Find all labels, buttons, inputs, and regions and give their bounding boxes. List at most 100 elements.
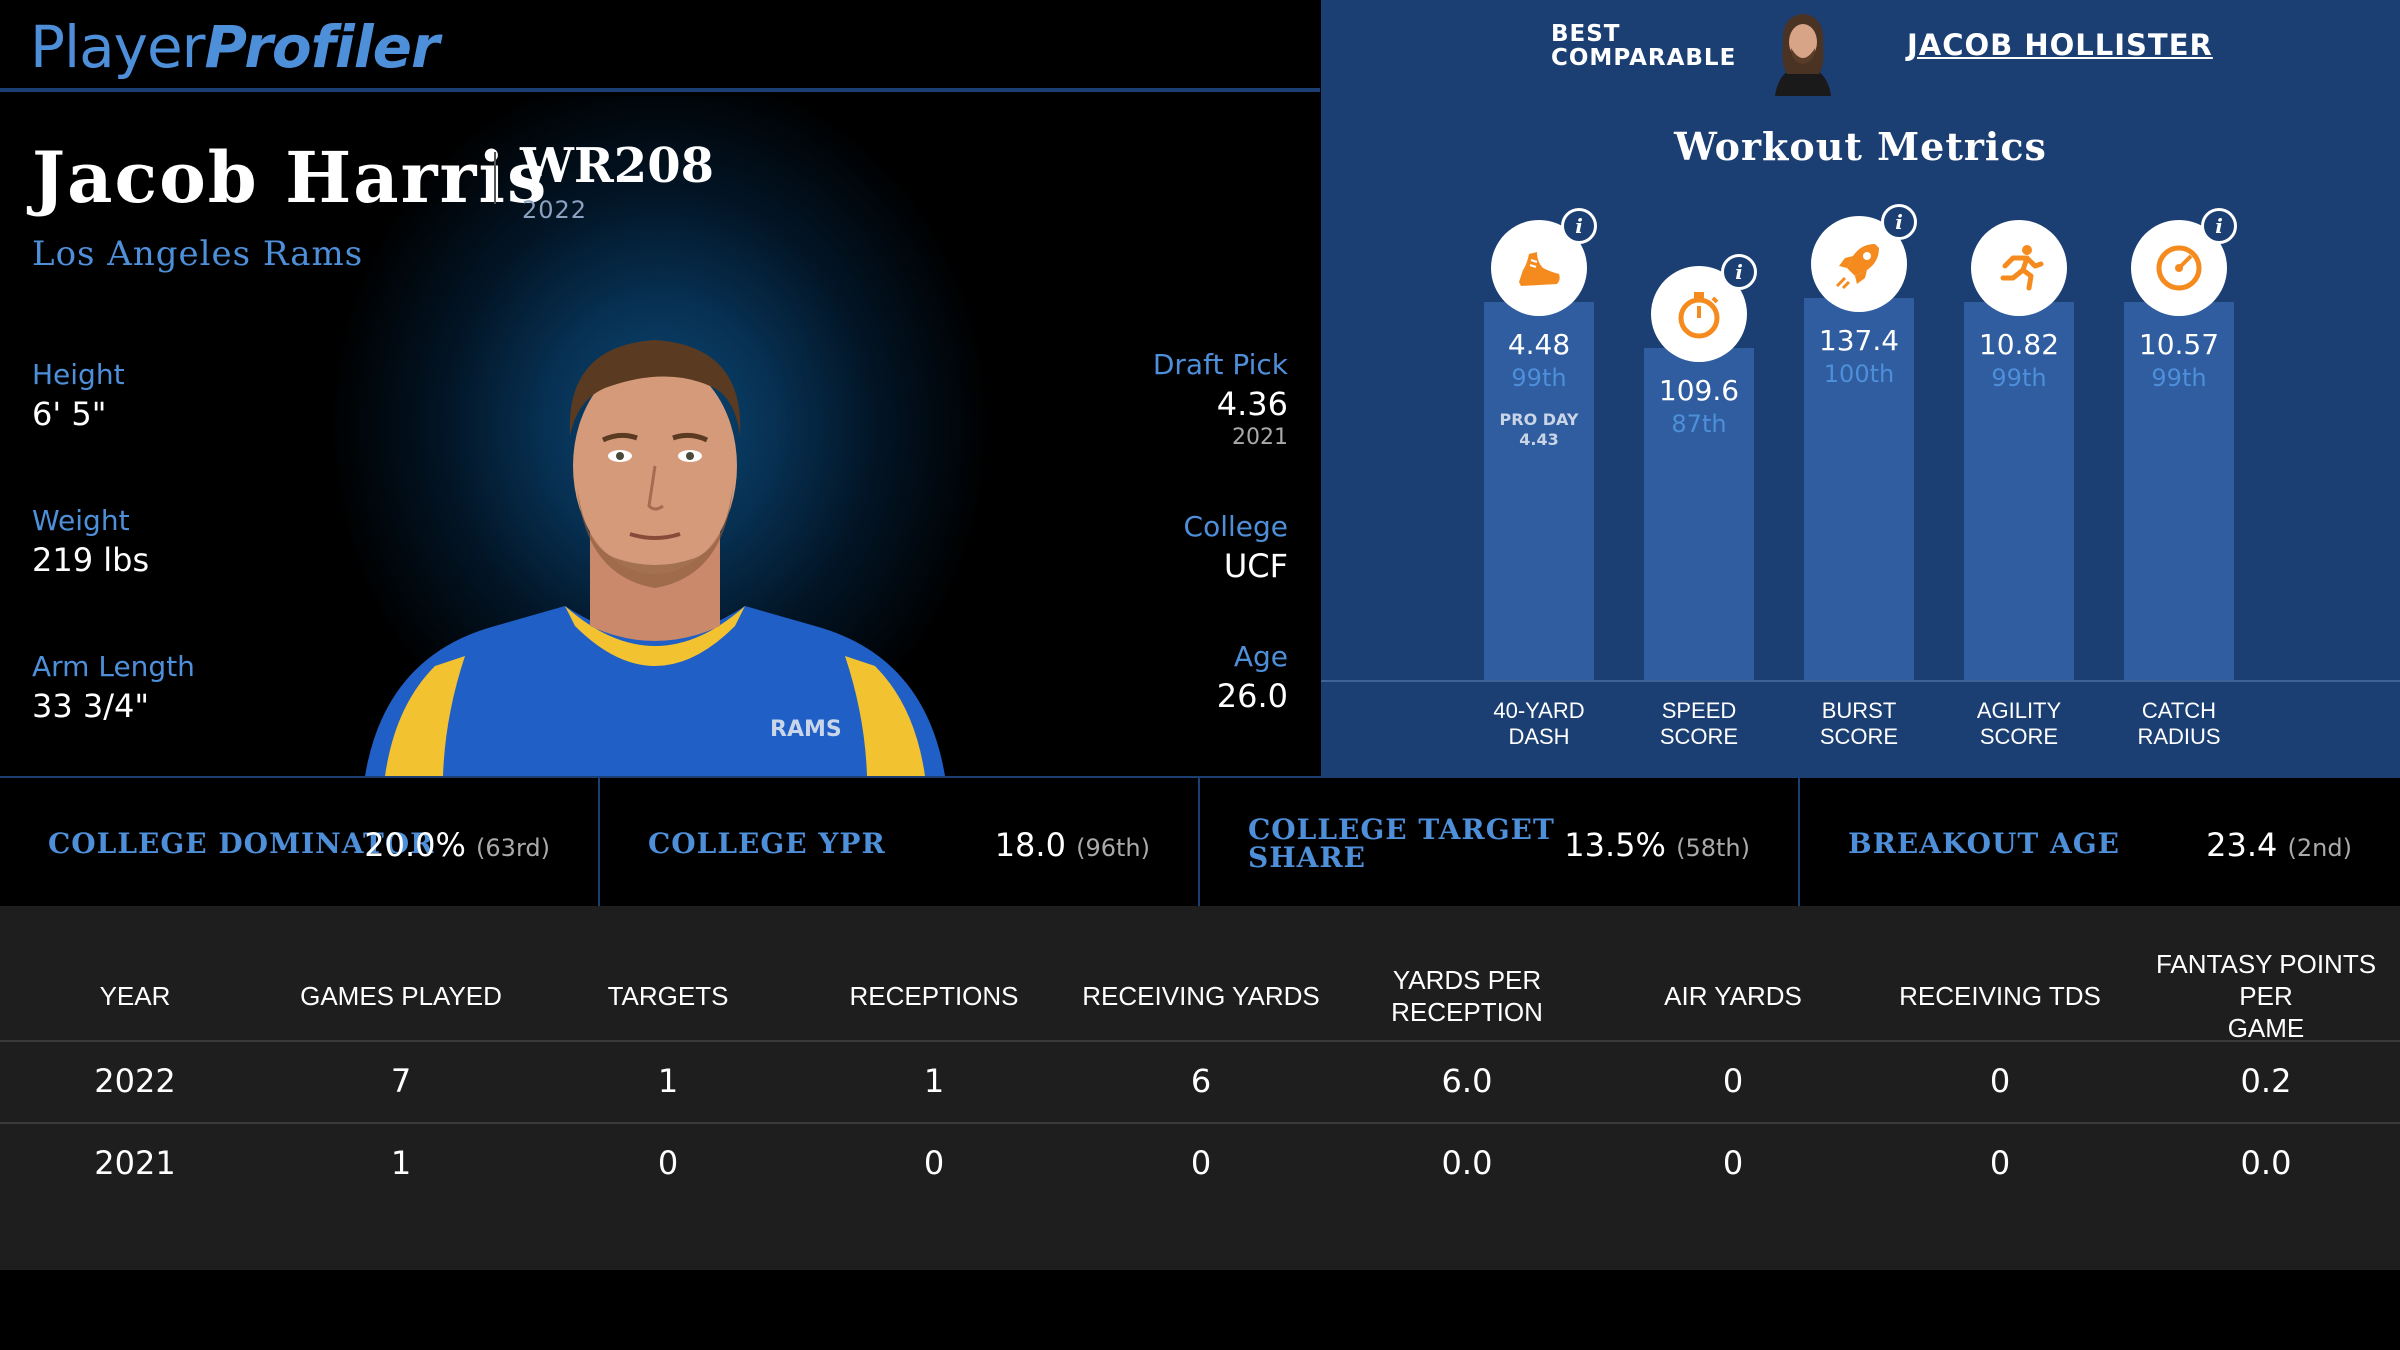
table-cell: 1 [657, 1062, 679, 1100]
catch-radius-label-line2: RADIUS [2137, 724, 2221, 749]
height-label: Height [32, 358, 125, 391]
forty-yard-dash-label: 40-YARD DASH [1459, 698, 1619, 750]
agility-score-label: AGILITY SCORE [1939, 698, 2099, 750]
forty-yard-dash-label-line2: DASH [1508, 724, 1570, 749]
weight-label: Weight [32, 504, 130, 537]
speed-score-label: SPEED SCORE [1619, 698, 1779, 750]
college-ypr-cell: COLLEGE YPR 18.0 (96th) [600, 778, 1200, 906]
best-comparable-label-line2: COMPARABLE [1551, 45, 1737, 71]
name-divider [494, 152, 496, 204]
speed-score-bar [1644, 348, 1754, 680]
catch-radius-percentile: 99th [2151, 364, 2207, 392]
playerprofiler-logo[interactable]: PlayerProfiler [30, 12, 440, 82]
table-cell: 0 [923, 1144, 945, 1182]
arm-length-value: 33 3/4" [32, 687, 150, 725]
college-target-share-number: 13.5% [1564, 826, 1666, 864]
rocket-icon [1835, 244, 1879, 290]
college-ypr-value: 18.0 (96th) [995, 826, 1150, 864]
college-target-share-label-line2: SHARE [1248, 841, 1367, 874]
pro-day-label: PRO DAY [1499, 410, 1579, 429]
burst-score-value: 137.4 [1818, 324, 1900, 357]
draft-pick-label: Draft Pick [1152, 348, 1288, 381]
target-icon [2156, 245, 2202, 291]
college-ypr-rank: (96th) [1076, 834, 1150, 862]
brand-bar: PlayerProfiler [0, 0, 1320, 92]
age-value: 26.0 [1216, 677, 1288, 715]
breakout-age-label: BREAKOUT AGE [1848, 827, 2120, 860]
speed-score-label-line1: SPEED [1661, 698, 1737, 723]
college-label: College [1183, 510, 1288, 543]
table-cell: 6.0 [1441, 1062, 1493, 1100]
table-cell: 0 [1722, 1144, 1744, 1182]
logo-text-profiler: Profiler [204, 13, 440, 81]
header-receiving-tds: RECEIVING TDS [1899, 981, 2101, 1011]
workout-metrics-panel: Workout Metrics i 4.48 99th PRO DAY 4.43… [1321, 96, 2400, 776]
stopwatch-icon [1678, 292, 1720, 339]
header-targets: TARGETS [607, 981, 729, 1011]
age-label: Age [1233, 640, 1288, 673]
table-cell: 1 [390, 1144, 412, 1182]
draft-pick-value: 4.36 [1216, 385, 1288, 423]
college-target-share-label: COLLEGE TARGET SHARE [1248, 816, 1555, 872]
college-dominator-rank: (63rd) [476, 834, 550, 862]
draft-pick-stat: Draft Pick 4.36 2021 [1153, 348, 1288, 450]
best-comparable-bar: BEST COMPARABLE JACOB HOLLISTER [1321, 0, 2400, 96]
college-target-share-rank: (58th) [1676, 834, 1750, 862]
pro-day-value: 4.43 [1519, 430, 1559, 449]
burst-score-info-icon[interactable]: i [1881, 204, 1917, 240]
college-value: UCF [1223, 547, 1288, 585]
speed-score-info-icon[interactable]: i [1721, 254, 1757, 290]
forty-yard-dash-label-line1: 40-YARD [1493, 698, 1585, 723]
agility-score-label-line2: SCORE [1979, 724, 2059, 749]
forty-yard-dash-info-icon[interactable]: i [1561, 208, 1597, 244]
best-comparable-player-link[interactable]: JACOB HOLLISTER [1907, 28, 2213, 62]
weight-value: 219 lbs [32, 541, 150, 579]
college-dominator-cell: COLLEGE DOMINATOR 20.0% (63rd) [0, 778, 600, 906]
table-cell: 0 [1722, 1062, 1744, 1100]
draft-year: 2021 [1232, 425, 1288, 450]
season-stats-table: YEAR GAMES PLAYED TARGETS RECEPTIONS REC… [0, 906, 2400, 1270]
burst-score-label-line1: BURST [1821, 698, 1897, 723]
speed-score-percentile: 87th [1671, 410, 1727, 438]
position-rank: WR208 [520, 138, 714, 194]
header-receiving-yards: RECEIVING YARDS [1082, 981, 1320, 1011]
best-comparable-label: BEST COMPARABLE [1551, 22, 1736, 70]
team-name[interactable]: Los Angeles Rams [32, 234, 364, 274]
table-cell: 7 [390, 1062, 412, 1100]
table-cell: 6 [1190, 1062, 1212, 1100]
college-target-share-cell: COLLEGE TARGET SHARE 13.5% (58th) [1200, 778, 1800, 906]
table-cell: 2021 [94, 1144, 176, 1182]
header-yards-per-reception: YARDS PER RECEPTION [1391, 965, 1543, 1027]
runner-icon [2000, 245, 2044, 291]
height-value: 6' 5" [32, 395, 107, 433]
agility-score-value: 10.82 [1978, 328, 2060, 361]
college-target-share-value: 13.5% (58th) [1564, 826, 1750, 864]
speed-score-value: 109.6 [1658, 374, 1740, 407]
shoe-icon [1519, 252, 1560, 286]
header-games-played: GAMES PLAYED [300, 981, 502, 1011]
comparable-player-avatar [1775, 14, 1831, 96]
college-dominator-number: 20.0% [364, 826, 466, 864]
forty-yard-dash-bar [1484, 302, 1594, 680]
agility-score-bar [1964, 302, 2074, 680]
table-cell: 0 [657, 1144, 679, 1182]
forty-yard-dash-percentile: 99th [1511, 364, 1567, 392]
table-cell: 0.2 [2240, 1062, 2292, 1100]
college-dominator-label: COLLEGE DOMINATOR [48, 827, 435, 860]
catch-radius-info-icon[interactable]: i [2201, 208, 2237, 244]
table-cell: 0 [1190, 1144, 1212, 1182]
jersey-text: RAMS [770, 717, 842, 742]
breakout-age-rank: (2nd) [2287, 834, 2352, 862]
breakout-age-cell: BREAKOUT AGE 23.4 (2nd) [1800, 778, 2400, 906]
header-fantasy-points-per-game: FANTASY POINTS PER GAME [2131, 949, 2400, 1043]
header-year: YEAR [99, 981, 171, 1011]
table-cell: 0.0 [1441, 1144, 1493, 1182]
player-headshot: RAMS [365, 340, 945, 776]
height-stat: Height 6' 5" [32, 358, 125, 433]
table-cell: 0 [1989, 1062, 2011, 1100]
table-cell: 2022 [94, 1062, 176, 1100]
player-name: Jacob Harris [32, 136, 549, 219]
college-metrics-row: COLLEGE DOMINATOR 20.0% (63rd) COLLEGE Y… [0, 776, 2400, 906]
weight-stat: Weight 219 lbs [32, 504, 149, 579]
forty-yard-dash-pro-day: PRO DAY 4.43 [1484, 410, 1594, 450]
